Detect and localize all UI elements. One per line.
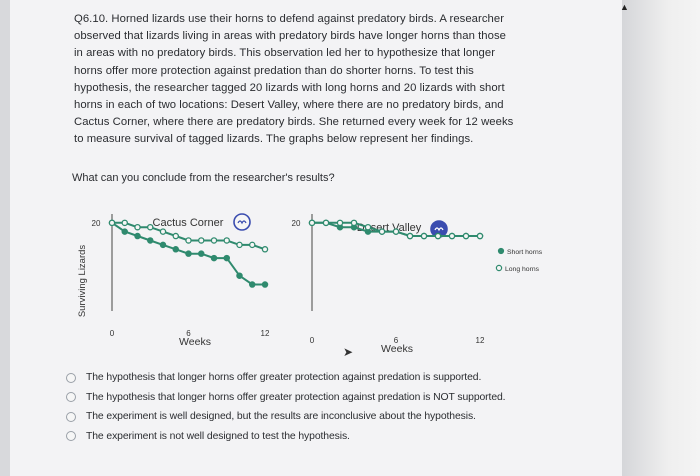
x-tick-label: 0 [110,329,115,338]
data-point-long [308,219,316,227]
right-margin [622,0,700,476]
y-axis-label: Surviving Lizards [77,245,88,318]
option-label: The experiment is not well designed to t… [86,430,350,442]
data-point-long [392,228,400,235]
data-point-short [146,237,154,244]
legend-marker-short [497,247,505,255]
question-line: horns in each of two locations: Desert V… [74,99,504,112]
data-point-long [172,232,179,240]
data-point-short [159,241,167,249]
data-point-short [121,228,129,235]
data-point-long [146,223,154,231]
data-point-short [236,272,243,279]
data-point-long [108,219,116,227]
question-line: in areas with no predatory birds. This o… [74,47,496,60]
radio-button[interactable] [66,372,76,383]
x-axis-label: Weeks [381,343,413,355]
x-tick-label: 0 [310,336,315,345]
data-point-long [197,237,205,244]
question-line: horns offer more protection against pred… [74,64,474,77]
data-point-long [159,228,167,235]
question-text: Q6.10. Horned lizards use their horns to… [74,11,614,149]
y-tick-label: 20 [292,219,301,228]
legend-marker-long [495,264,503,272]
question-prompt: What can you conclude from the researche… [72,172,335,184]
x-tick-label: 6 [394,336,399,345]
data-point-long [448,232,456,240]
left-margin [0,0,10,476]
legend-label-short: Short horns [507,249,543,256]
data-point-long [434,232,442,240]
option-label: The hypothesis that longer horns offer g… [86,372,482,384]
legend-label-long: Long horns [505,266,540,273]
data-point-long [210,237,218,244]
option-label: The hypothesis that longer horns offer g… [86,391,506,403]
bird-icon-glyph [237,220,247,225]
data-point-short [197,250,205,257]
data-point-long [261,246,269,253]
question-line: Q6.10. Horned lizards use their horns to… [74,13,505,25]
mouse-cursor-icon: ➤ [343,345,354,359]
data-point-long [322,219,330,227]
data-point-long [462,232,470,240]
data-point-short [185,250,192,257]
chart-title: Cactus Corner [153,217,224,229]
data-point-long [223,237,230,244]
data-point-long [350,219,358,227]
x-tick-label: 12 [261,329,270,338]
data-point-long [336,219,344,227]
question-line: Cactus Corner, where there are predatory… [74,116,514,129]
x-axis-label: Weeks [179,336,211,348]
answer-option-2[interactable]: The hypothesis that longer horns offer g… [66,388,506,408]
data-point-long [406,232,414,240]
radio-button[interactable] [66,431,76,442]
x-tick-label: 6 [186,329,191,338]
data-point-short [261,281,269,288]
data-point-long [236,241,243,249]
data-point-long [121,219,129,227]
no-bird-icon-glyph [434,227,444,232]
radio-button[interactable] [66,411,76,422]
data-point-short [210,254,218,262]
data-point-long [476,232,484,240]
data-point-long [364,223,372,231]
answer-option-4[interactable]: The experiment is not well designed to t… [66,427,505,447]
data-point-short [134,232,141,240]
scroll-up-arrow-icon[interactable]: ▲ [620,2,629,12]
answer-options: The hypothesis that longer horns offer g… [66,368,506,447]
data-point-long [248,241,256,249]
data-point-short [248,281,256,288]
question-line: hypothesis, the researcher tagged 20 liz… [74,81,505,94]
answer-option-1[interactable]: The hypothesis that longer horns offer g… [66,368,505,388]
question-line: to measure survival of tagged lizards. T… [74,133,474,146]
data-point-long [420,232,428,240]
data-point-short [223,254,230,262]
y-tick-label: 20 [92,219,101,228]
data-point-short [172,246,179,253]
question-line: observed that lizards living in areas wi… [74,30,506,43]
option-label: The experiment is well designed, but the… [86,411,476,423]
answer-option-3[interactable]: The experiment is well designed, but the… [66,407,505,427]
radio-button[interactable] [66,392,76,403]
data-point-long [185,237,192,244]
data-point-long [134,223,141,231]
data-point-long [378,228,386,235]
x-tick-label: 12 [476,336,485,345]
